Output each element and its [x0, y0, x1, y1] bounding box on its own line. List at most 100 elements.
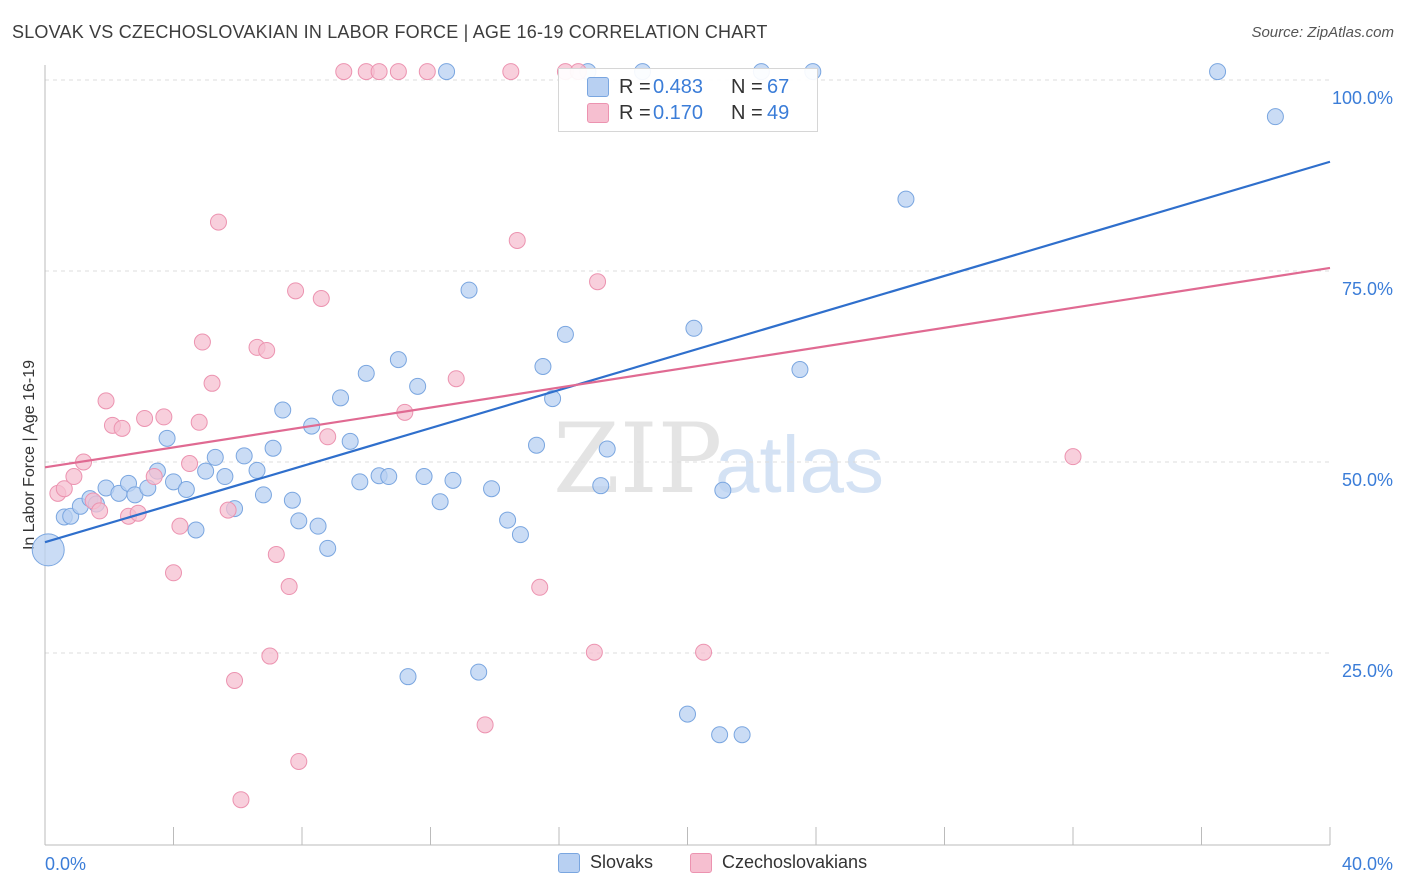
slovak-point — [216, 468, 234, 486]
czech-point — [261, 647, 279, 665]
x-tick-label: 40.0% — [1342, 854, 1393, 874]
slovak-point — [511, 526, 529, 544]
slovak-point — [197, 462, 215, 480]
legend-r-value: 0.170 — [653, 101, 704, 124]
czech-point — [335, 63, 353, 81]
slovak-point — [1266, 108, 1284, 126]
slovak-point — [165, 473, 182, 491]
czechoslovakians-swatch — [587, 103, 609, 123]
slovak-point — [460, 281, 478, 299]
y-tick-label: 50.0% — [1342, 470, 1393, 490]
slovak-point — [733, 726, 751, 744]
czech-point — [531, 578, 549, 596]
slovak-point — [332, 389, 350, 407]
slovak-point — [235, 447, 253, 465]
slovak-point — [283, 491, 301, 509]
slovak-point — [177, 481, 195, 499]
slovak-point — [389, 351, 407, 369]
czech-point — [418, 63, 436, 81]
czech-point — [319, 428, 337, 446]
y-tick-label: 75.0% — [1342, 279, 1393, 299]
czechoslovakians-legend-swatch — [690, 852, 712, 873]
y-tick-label: 25.0% — [1342, 661, 1393, 681]
legend-r-value: 0.483 — [653, 75, 704, 98]
legend-n-label: N = — [731, 75, 763, 98]
slovak-point — [290, 512, 308, 530]
slovak-point — [254, 486, 272, 504]
slovak-point — [714, 481, 732, 499]
watermark-zip: ZIP — [553, 403, 722, 515]
slovak-point — [248, 461, 266, 479]
czech-point — [1064, 448, 1082, 466]
slovak-point — [431, 493, 449, 511]
czech-point — [55, 480, 73, 498]
slovak-point — [351, 473, 369, 491]
czech-point — [389, 63, 407, 81]
czech-point — [91, 502, 109, 520]
czech-point — [287, 282, 305, 300]
czech-point — [145, 468, 163, 486]
slovak-point — [444, 471, 462, 489]
czech-point — [232, 791, 250, 809]
slovak-point — [187, 521, 205, 539]
slovak-point — [357, 364, 375, 382]
czech-point — [290, 752, 308, 770]
bottom-legend-czechoslovakians: Czechoslovakians — [690, 852, 867, 873]
czech-point — [136, 409, 154, 427]
czech-point — [585, 643, 603, 661]
czech-point — [203, 374, 221, 392]
slovak-point — [685, 319, 703, 337]
czech-point — [476, 716, 494, 734]
czech-point — [219, 501, 237, 519]
czechoslovakians-legend-label: Czechoslovakians — [722, 852, 868, 872]
czech-point — [190, 413, 208, 431]
x-tick-label: 0.0% — [45, 854, 86, 874]
czech-point — [589, 273, 607, 291]
czech-point — [508, 231, 526, 249]
czech-point — [181, 455, 199, 473]
slovak-point — [415, 468, 433, 486]
slovak-point — [711, 726, 729, 744]
czech-point — [695, 643, 713, 661]
czech-point — [502, 63, 520, 81]
stats-legend: R = 0.483 N = 67 R = 0.170 N = 49 — [558, 68, 818, 132]
chart-title: SLOVAK VS CZECHOSLOVAKIAN IN LABOR FORCE… — [12, 22, 768, 42]
czech-point — [171, 517, 189, 535]
slovak-point — [483, 480, 501, 498]
slovak-point — [556, 325, 574, 343]
slovaks-swatch — [587, 77, 609, 97]
legend-n-value: 49 — [767, 101, 790, 124]
czech-point — [312, 290, 330, 308]
slovak-point — [438, 63, 456, 81]
slovak-point — [470, 663, 488, 681]
czech-point — [258, 341, 276, 359]
czech-point — [193, 333, 211, 351]
slovak-point — [897, 190, 915, 208]
slovak-trend-line — [44, 160, 1331, 544]
slovak-point — [534, 358, 552, 375]
y-tick-label: 100.0% — [1332, 88, 1393, 108]
czech-point — [113, 419, 131, 437]
legend-r-label: R = — [619, 101, 651, 124]
slovak-point — [31, 533, 65, 567]
czech-point — [155, 408, 173, 426]
czech-point — [65, 468, 83, 486]
slovak-point — [544, 390, 562, 408]
bottom-legend-slovaks: Slovaks — [558, 852, 653, 873]
slovak-point — [528, 436, 546, 454]
czech-point — [97, 392, 115, 410]
slovak-point — [274, 401, 292, 419]
slovak-point — [319, 539, 337, 557]
czech-point — [447, 370, 465, 388]
slovak-point — [309, 517, 327, 535]
slovak-point — [598, 440, 616, 458]
slovak-point — [341, 432, 359, 450]
czech-point — [267, 545, 285, 563]
czech-point — [226, 672, 244, 690]
czech-trend-line — [44, 266, 1331, 469]
slovak-point — [158, 429, 176, 447]
czech-point — [165, 564, 182, 582]
slovak-point — [206, 448, 224, 466]
slovak-point — [380, 468, 398, 486]
